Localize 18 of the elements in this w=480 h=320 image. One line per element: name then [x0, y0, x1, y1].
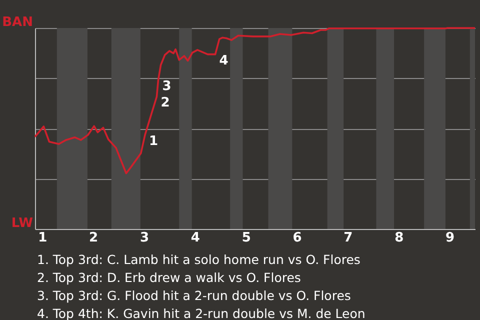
- annotation: 1: [149, 134, 158, 149]
- text: 2. Top 3rd: D. Erb drew a walk vs O. Flores: [37, 270, 301, 285]
- x-tick-label: 1: [38, 230, 48, 246]
- x-tick-label: 9: [446, 230, 455, 246]
- annotation: 3: [162, 79, 172, 94]
- x-tick-label: 4: [190, 230, 200, 246]
- x-tick-label: 3: [140, 230, 150, 246]
- text: 3. Top 3rd: G. Flood hit a 2-run double vs O. Flores: [37, 288, 351, 303]
- text: LW: [11, 216, 33, 231]
- x-tick-label: 5: [242, 230, 251, 246]
- x-tick-label: 8: [394, 230, 404, 246]
- text: 1. Top 3rd: C. Lamb hit a solo home run vs O. Flores: [37, 252, 360, 267]
- text: BAN: [2, 15, 33, 30]
- x-tick-label: 6: [292, 230, 302, 246]
- x-tick-label: 7: [344, 230, 353, 246]
- annotation: 2: [160, 96, 170, 111]
- annotation: 4: [219, 53, 228, 68]
- x-tick-label: 2: [89, 230, 98, 246]
